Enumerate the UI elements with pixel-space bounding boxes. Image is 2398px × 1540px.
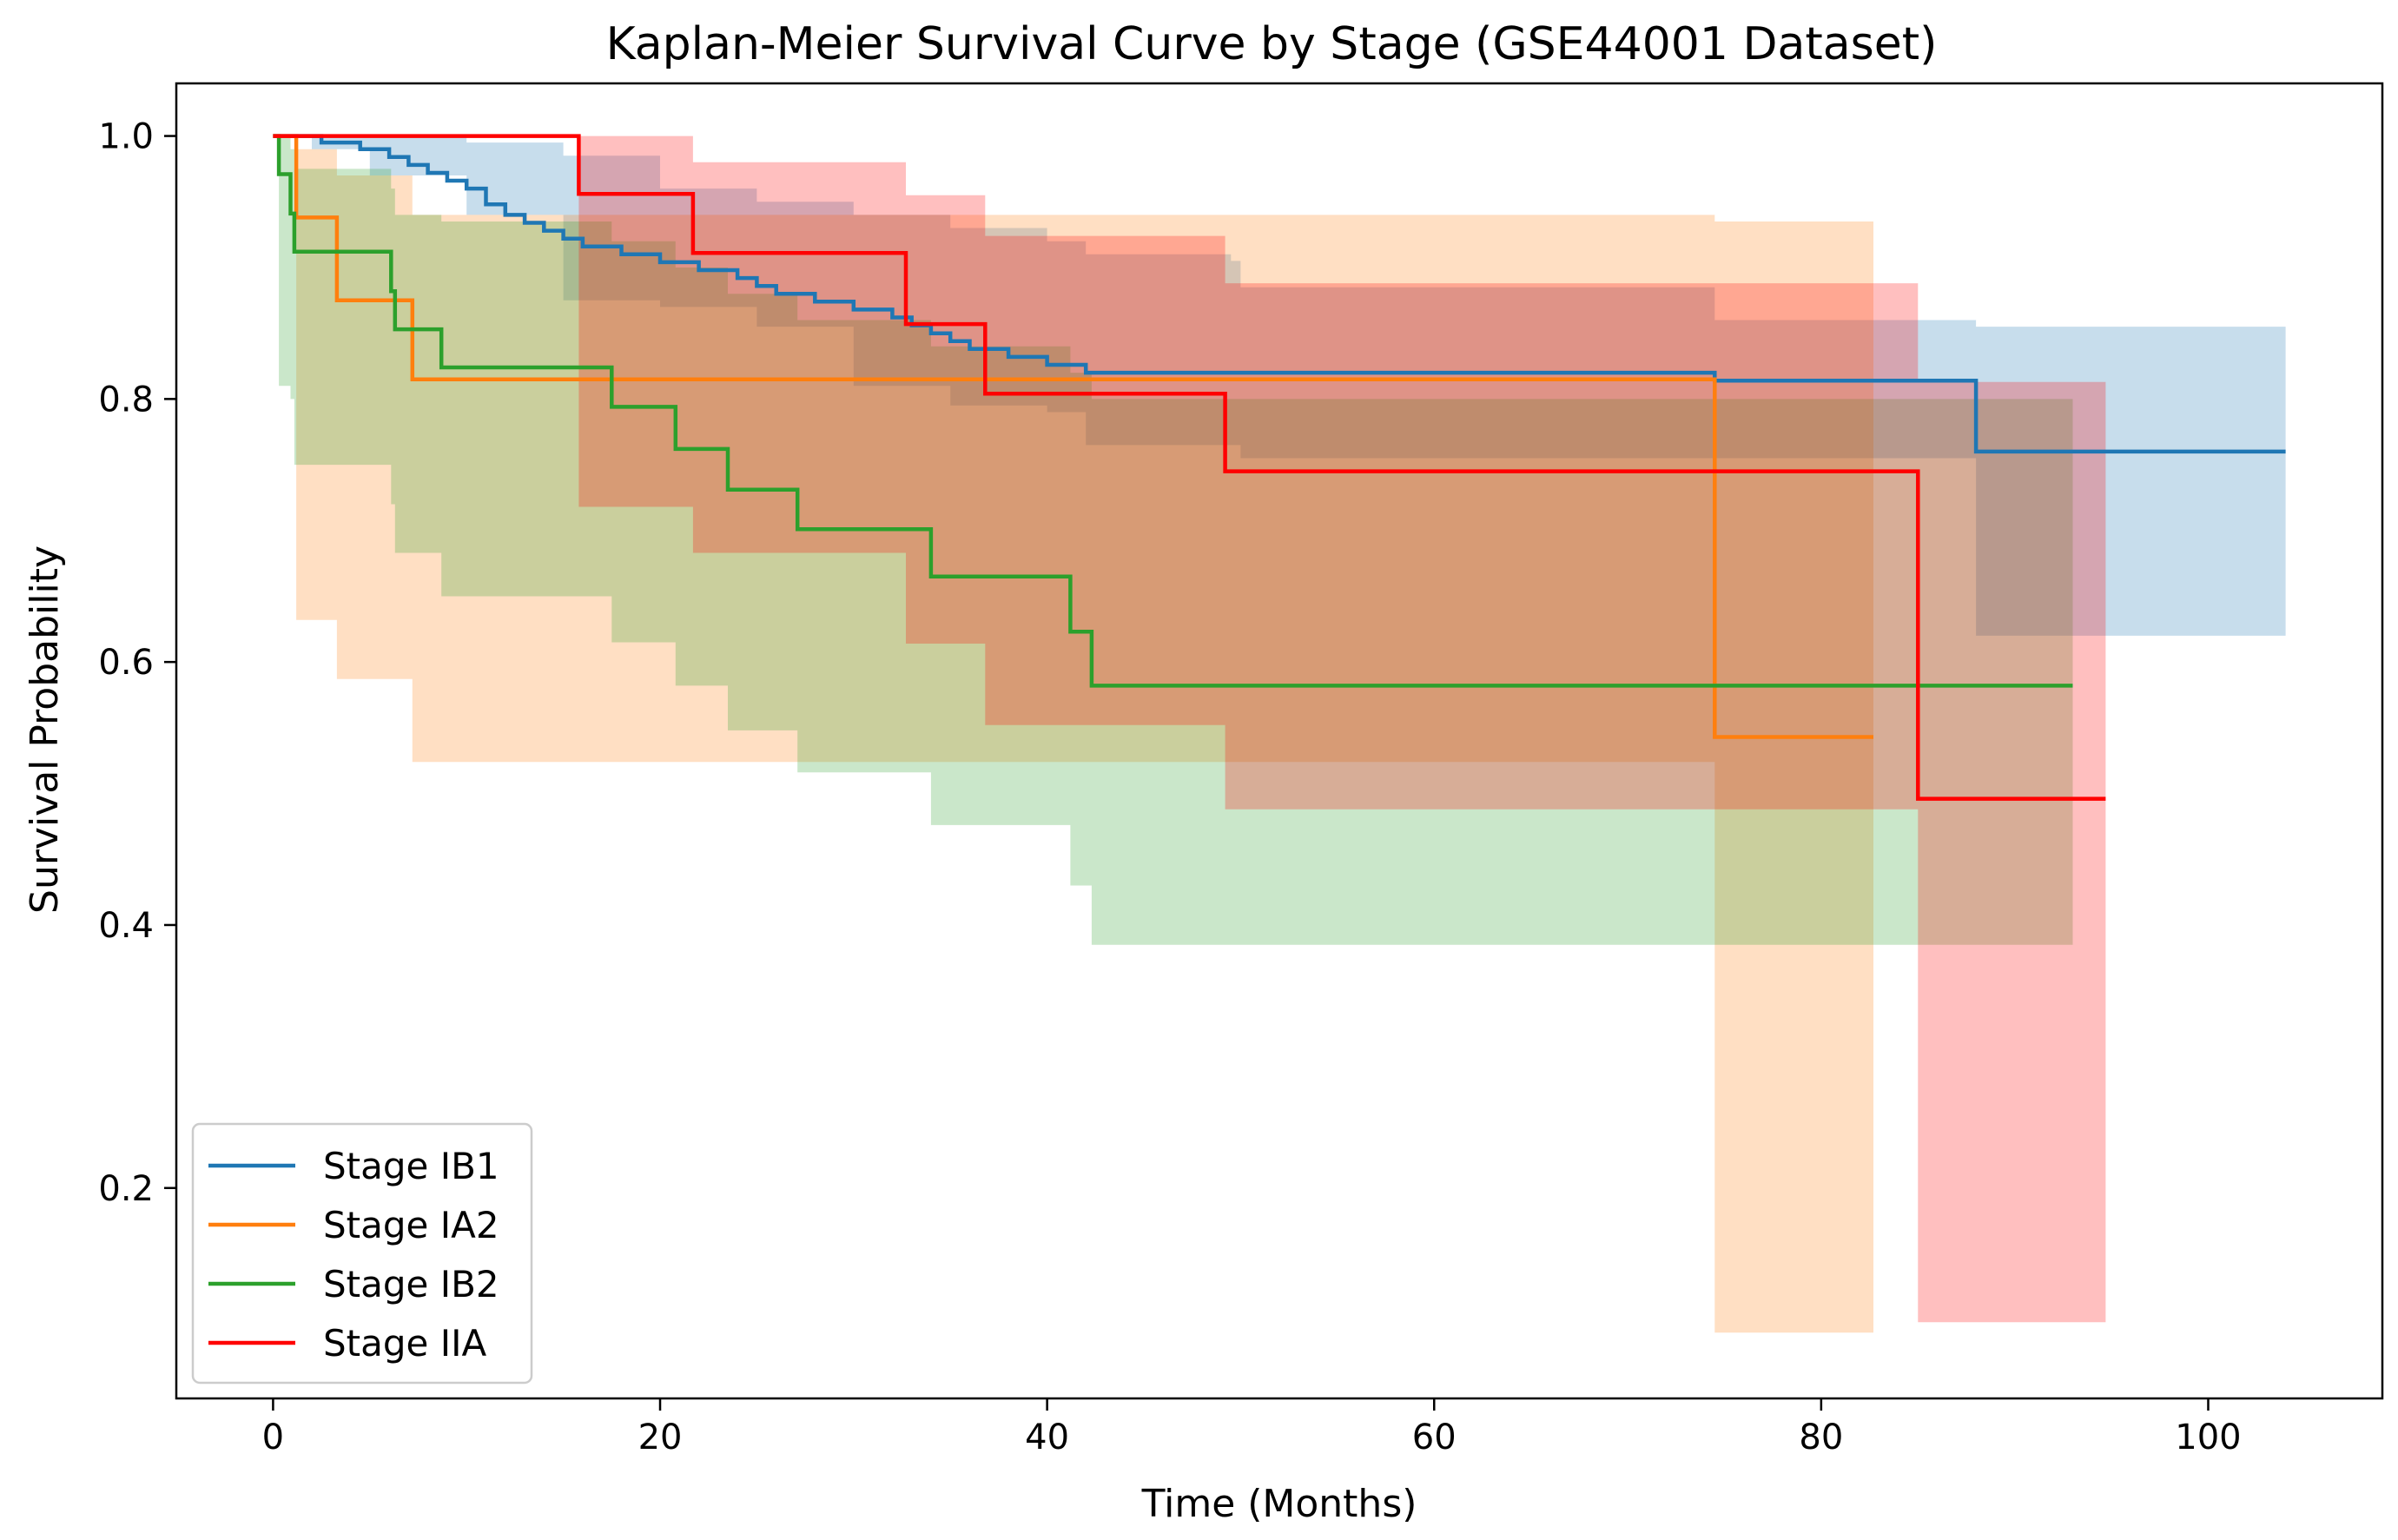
- survival-line-stage-ia2: [273, 134, 1873, 739]
- y-tick-label: 0.4: [98, 906, 154, 946]
- y-tick-label: 0.6: [98, 643, 154, 683]
- x-tick-label: 0: [262, 1418, 284, 1457]
- x-axis-ticks: 0 20 40 60 80 100: [262, 1398, 2242, 1457]
- plot-frame: [175, 82, 2384, 1400]
- y-axis-ticks: 0.2 0.4 0.6 0.8 1.0: [98, 117, 176, 1209]
- y-axis-label: Survival Probability: [23, 545, 67, 914]
- confidence-bands: [273, 135, 2286, 1333]
- legend: Stage IB1 Stage IA2 Stage IB2 Stage IIA: [191, 1122, 533, 1385]
- x-tick-label: 100: [2175, 1418, 2241, 1457]
- x-tick-label: 40: [1025, 1418, 1069, 1457]
- survival-line-stage-ib1: [273, 134, 2286, 454]
- y-tick-label: 0.2: [98, 1169, 154, 1209]
- survival-line-stage-ib2: [273, 134, 2073, 688]
- ci-band-stage-ib1: [273, 135, 2286, 636]
- legend-box: [191, 1122, 533, 1385]
- x-axis-label: Time (Months): [1141, 1482, 1417, 1526]
- x-tick-label: 60: [1412, 1418, 1457, 1457]
- ci-band-stage-ia2: [273, 135, 1873, 1333]
- legend-label-stage-iia: Stage IIA: [323, 1322, 486, 1365]
- ci-band-stage-iia: [273, 135, 2106, 1323]
- x-tick-label: 80: [1799, 1418, 1843, 1457]
- ci-band-stage-ib2: [273, 135, 2073, 945]
- survival-line-stage-iia: [273, 134, 2106, 801]
- legend-label-stage-ib2: Stage IB2: [323, 1263, 499, 1305]
- survival-lines: [273, 134, 2286, 801]
- x-tick-label: 20: [638, 1418, 683, 1457]
- y-tick-label: 0.8: [98, 380, 154, 420]
- chart-title: Kaplan-Meier Survival Curve by Stage (GS…: [606, 18, 1938, 70]
- legend-label-stage-ib1: Stage IB1: [323, 1145, 499, 1187]
- legend-label-stage-ia2: Stage IA2: [323, 1204, 499, 1246]
- y-tick-label: 1.0: [98, 117, 154, 157]
